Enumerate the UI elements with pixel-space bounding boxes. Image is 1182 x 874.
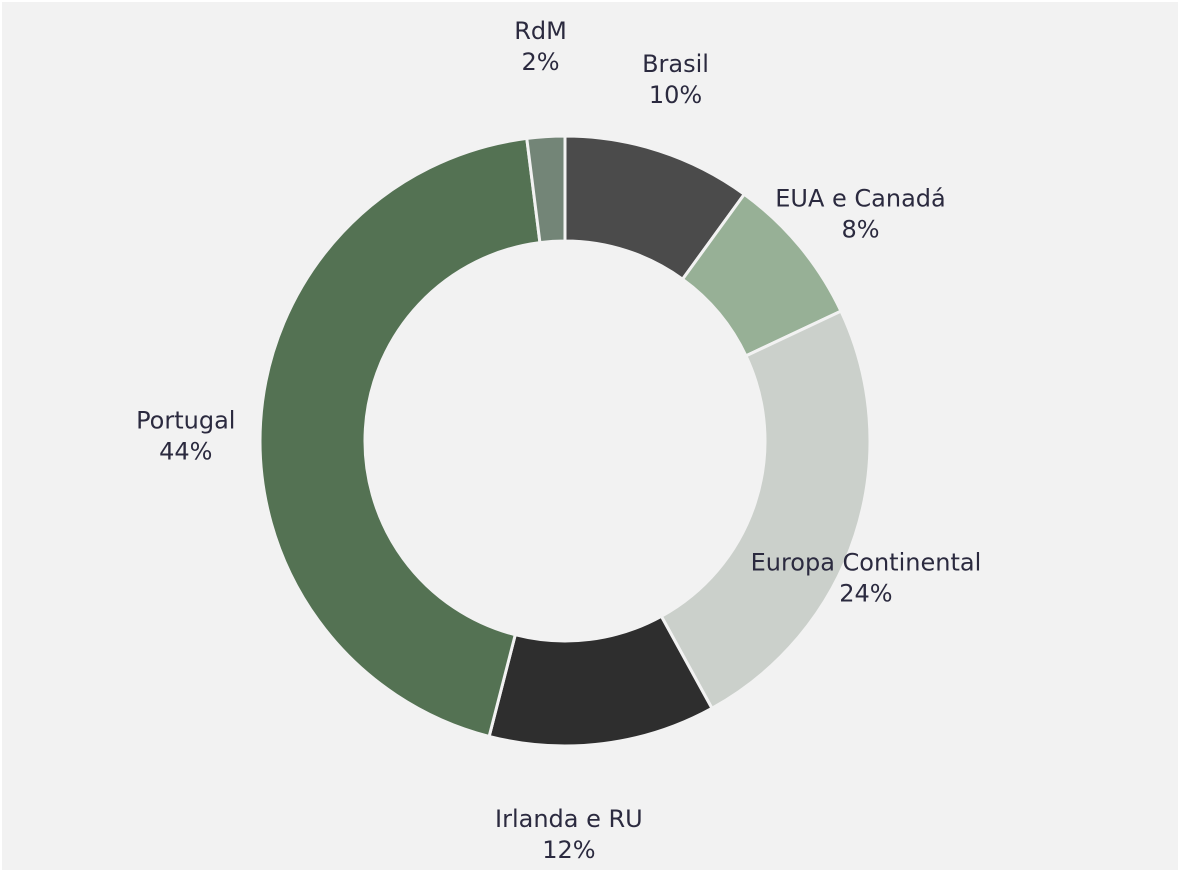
slice-label-europa-continental: Europa Continental 24% (751, 549, 982, 608)
slice-value: 12% (542, 836, 595, 864)
slice-value: 8% (841, 215, 879, 243)
slice-name: Europa Continental (751, 549, 982, 577)
slice-europa-continental (659, 309, 872, 711)
slice-label-portugal: Portugal 44% (136, 407, 235, 466)
slice-value: 10% (649, 81, 702, 109)
slice-label-irlanda-e-ru: Irlanda e RU 12% (495, 805, 643, 864)
slice-label-brasil: Brasil 10% (642, 50, 709, 109)
slice-rdm (525, 134, 567, 245)
slice-name: EUA e Canadá (775, 184, 946, 212)
slice-value: 2% (521, 48, 559, 76)
slice-name: Portugal (136, 407, 235, 435)
slice-portugal (258, 136, 542, 739)
slice-name: Brasil (642, 50, 709, 78)
slice-name: RdM (514, 17, 567, 45)
slices-layer (258, 134, 872, 748)
slice-name: Irlanda e RU (495, 805, 643, 833)
slice-label-rdm: RdM 2% (514, 17, 567, 76)
slice-value: 44% (159, 438, 212, 466)
slice-value: 24% (839, 580, 892, 608)
labels-layer: Brasil 10% EUA e Canadá 8% Europa Continenta… (136, 17, 981, 864)
slice-label-eua-e-canada: EUA e Canadá 8% (775, 184, 946, 243)
